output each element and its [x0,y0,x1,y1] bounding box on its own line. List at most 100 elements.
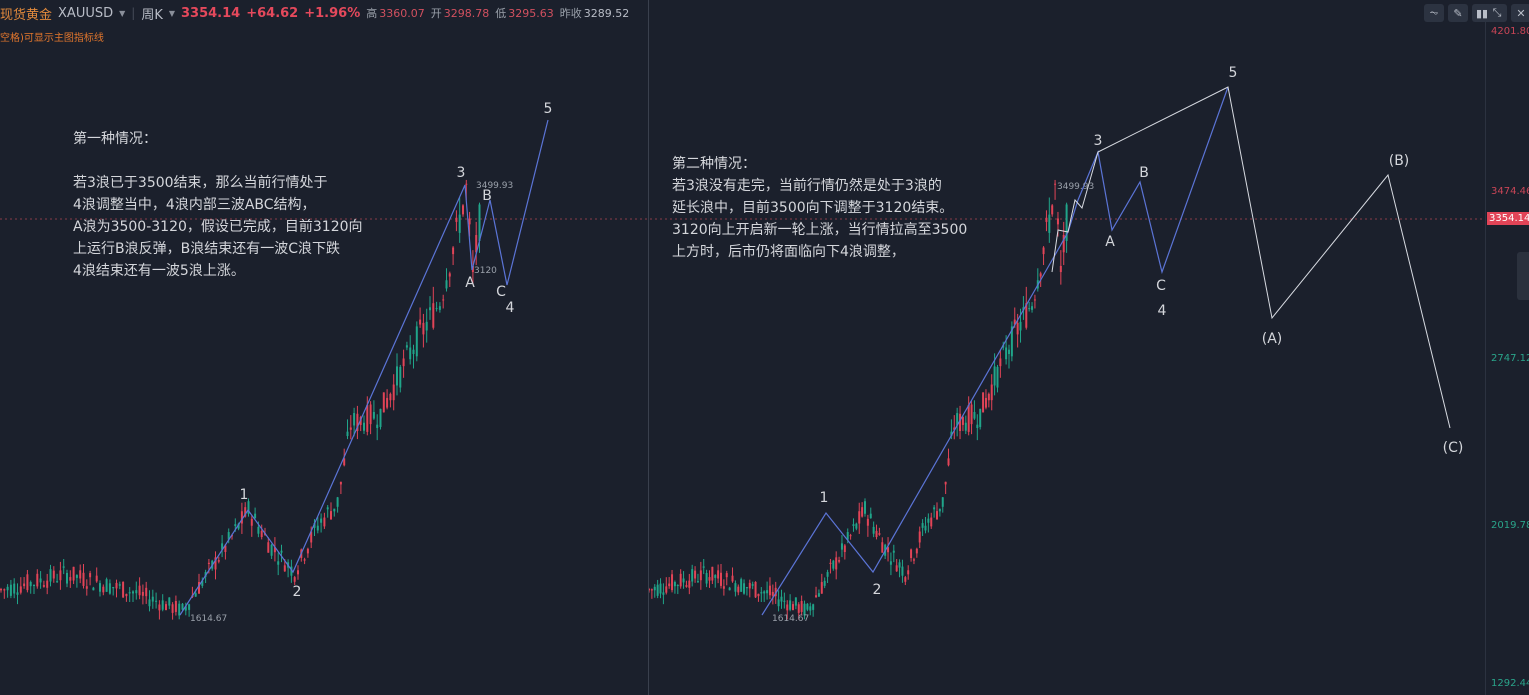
candle [650,589,653,591]
candle [840,543,843,550]
candle [901,566,904,576]
candle [933,507,936,510]
candle [455,217,458,222]
candle [1022,307,1025,311]
candle [184,606,187,611]
candle [240,511,243,524]
candle [843,545,846,553]
candle [128,592,131,594]
candle [270,544,273,556]
candle [405,345,408,348]
candle [866,518,869,526]
candle [1051,205,1054,215]
candle [310,531,313,543]
symbol-selector[interactable]: XAUUSD [58,5,114,21]
candle [889,561,892,565]
candle [1031,306,1034,310]
candle [1028,308,1031,310]
candle [260,530,263,538]
price-axis[interactable]: 4201.80 3474.46 3354.14 2747.12 2019.78 … [1485,22,1529,695]
candle [6,586,9,591]
candle [316,525,319,531]
candle [145,587,148,597]
candle [13,583,16,594]
wave-label: B [1139,165,1149,181]
candle [36,573,39,587]
candle [967,404,970,432]
period-selector[interactable]: 周K [141,7,163,23]
candle [996,366,999,388]
candle [194,593,197,597]
wave-label: 2 [292,584,302,600]
candle [432,303,435,328]
candle [293,577,296,582]
candle [878,533,881,535]
candle [653,586,656,591]
candle [339,481,342,485]
candle [771,591,774,596]
collapse-icon[interactable]: ⤡ [1487,4,1507,22]
candle [895,565,898,572]
axis-label: 4201.80 [1491,26,1529,37]
candle [743,583,746,594]
candle [849,535,852,537]
instrument-name[interactable]: 现货黄金 [0,7,53,23]
candle [99,583,101,592]
candle [938,508,941,512]
candle [1065,204,1068,241]
candle [872,526,875,534]
draw-icon[interactable]: ✎ [1448,4,1468,22]
price-change-pct: +1.96% [304,5,361,21]
candle [49,569,52,582]
candle [445,280,448,289]
wave-label: 4 [505,300,515,316]
candle [353,413,356,426]
pane-divider[interactable] [648,0,649,695]
candle [679,573,682,587]
side-panel-toggle[interactable] [1517,252,1529,300]
candle [835,557,838,570]
candle [399,366,402,388]
candle [89,573,92,578]
candle [1042,247,1045,255]
candle [864,501,866,514]
open-label: 开 [430,7,442,20]
candle [953,427,956,430]
candle [435,308,438,310]
chevron-down-icon[interactable]: ▼ [168,8,175,18]
wave-label: 3 [456,165,466,181]
chart-canvas[interactable] [0,0,1485,695]
candle [688,580,691,588]
candle [389,393,392,401]
candle [161,600,164,610]
candle [333,508,336,512]
indicator-icon[interactable]: ⏦ [1424,4,1444,22]
candle [221,543,224,550]
candle [392,384,395,401]
candle [214,557,217,570]
candle [685,585,688,587]
candle [372,411,375,419]
wave-label: B [482,188,492,204]
chevron-down-icon[interactable]: ▼ [119,8,126,18]
candle [826,572,829,577]
candle [165,604,167,611]
candle [887,547,890,553]
candle [970,404,973,425]
candle [734,583,737,592]
candle [1025,303,1028,328]
high-label: 高 [366,7,378,20]
candle [69,577,72,581]
candle [924,525,927,531]
candle [1013,319,1016,325]
candle [0,588,2,591]
candle [950,431,953,437]
close-icon[interactable]: ✕ [1511,4,1529,22]
candle [961,417,964,425]
candle [356,413,359,431]
candle [979,408,982,427]
wave-label: A [465,275,475,291]
candle [748,582,751,589]
scenario-2-title: 第二种情况： [672,156,756,172]
candle [751,584,754,586]
